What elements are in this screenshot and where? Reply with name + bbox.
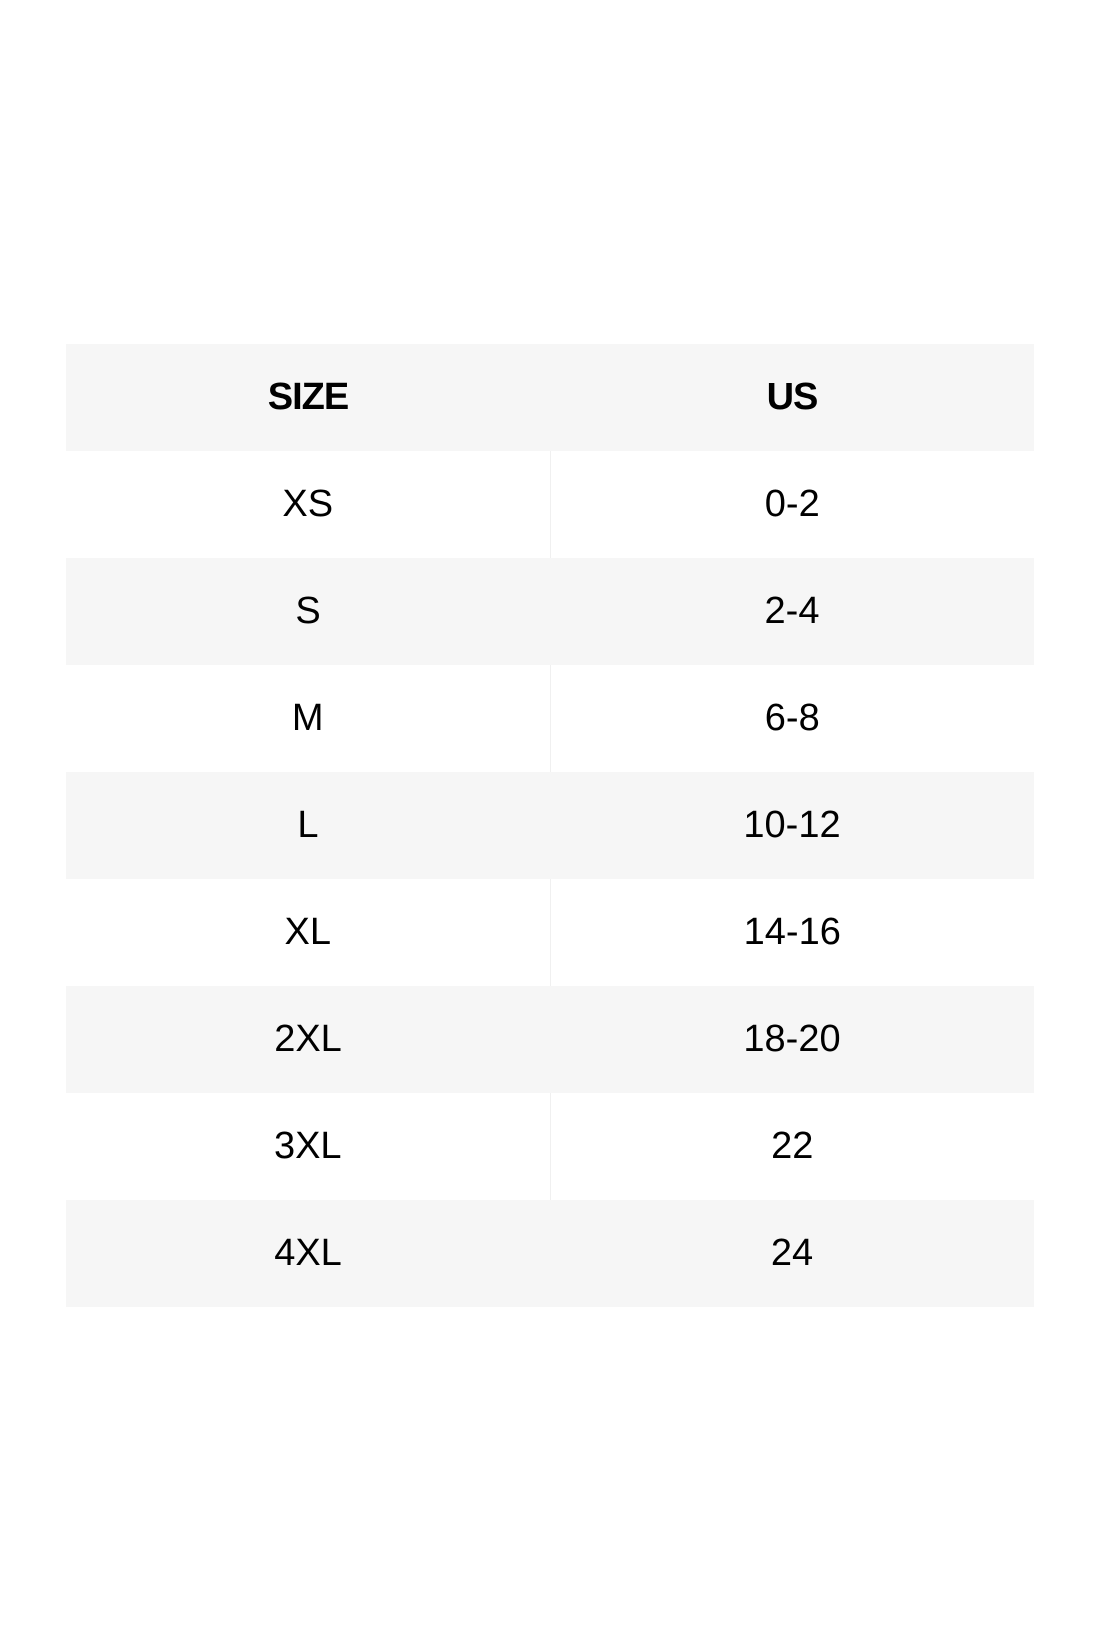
table-row: 2XL 18-20 xyxy=(66,986,1034,1093)
table-header-row: SIZE US xyxy=(66,344,1034,451)
us-cell: 18-20 xyxy=(550,986,1034,1093)
us-cell: 14-16 xyxy=(743,911,841,953)
us-cell: 6-8 xyxy=(764,697,820,739)
us-cell: 2-4 xyxy=(550,558,1034,665)
table-row: 4XL 24 xyxy=(66,1200,1034,1307)
size-cell: L xyxy=(66,772,550,879)
us-cell: 0-2 xyxy=(764,483,820,525)
size-cell: XL xyxy=(66,879,551,986)
us-cell: 24 xyxy=(550,1200,1034,1307)
table-row: 3XL 22 xyxy=(66,1093,1034,1200)
header-us: US xyxy=(550,344,1034,451)
size-cell: S xyxy=(66,558,550,665)
table-row: L 10-12 xyxy=(66,772,1034,879)
us-cell: 10-12 xyxy=(550,772,1034,879)
size-cell: M xyxy=(66,665,551,772)
header-size: SIZE xyxy=(66,344,550,451)
size-chart-table: SIZE US XS 0-2 S 2-4 M 6-8 L 10-12 XL 14… xyxy=(66,344,1034,1307)
size-cell: XS xyxy=(66,451,551,558)
size-cell: 4XL xyxy=(66,1200,550,1307)
size-cell: 3XL xyxy=(66,1093,551,1200)
table-row: S 2-4 xyxy=(66,558,1034,665)
table-row: M 6-8 xyxy=(66,665,1034,772)
size-cell: 2XL xyxy=(66,986,550,1093)
us-cell: 22 xyxy=(771,1125,814,1167)
table-row: XL 14-16 xyxy=(66,879,1034,986)
table-row: XS 0-2 xyxy=(66,451,1034,558)
